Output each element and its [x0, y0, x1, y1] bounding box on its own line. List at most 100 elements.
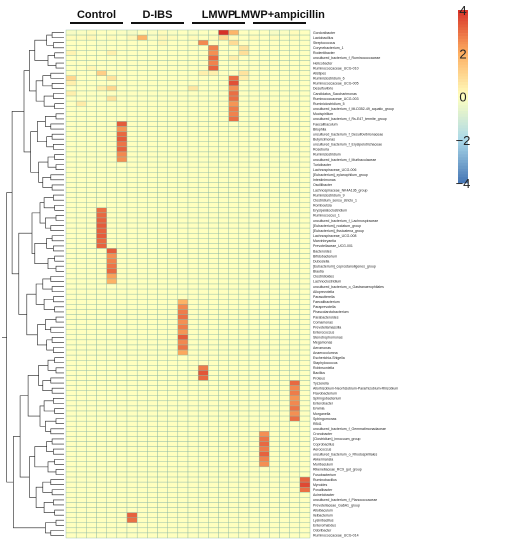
- heatmap-cell: [299, 141, 311, 148]
- heatmap-cell: [96, 55, 107, 61]
- heatmap-cell: [187, 431, 199, 437]
- heatmap-cell: [248, 126, 260, 132]
- heatmap-cell: [228, 517, 240, 523]
- heatmap-cell: [208, 121, 219, 127]
- row-label: Ruminococcaceae_UCG-010: [313, 66, 359, 70]
- heatmap-cell: [248, 512, 260, 518]
- heatmap-cell: [269, 111, 280, 117]
- heatmap-cell: [157, 146, 168, 153]
- heatmap-cell: [289, 278, 301, 285]
- heatmap-cell: [96, 136, 107, 142]
- heatmap-cell: [218, 436, 229, 442]
- heatmap-cell: [136, 329, 148, 336]
- heatmap-cell: [126, 136, 138, 142]
- heatmap-cell: [279, 522, 290, 529]
- heatmap-cell: [167, 75, 179, 82]
- heatmap-cell: [289, 492, 301, 498]
- heatmap-cell: [299, 105, 311, 112]
- row-label: Butyricimonas: [313, 137, 335, 141]
- heatmap-cell: [197, 441, 209, 447]
- heatmap-cell: [86, 319, 97, 325]
- heatmap-cell: [208, 390, 219, 396]
- heatmap-cell: [197, 329, 209, 336]
- heatmap-cell: [289, 151, 301, 158]
- heatmap-cell: [238, 80, 250, 87]
- heatmap-cell: [238, 532, 250, 539]
- heatmap-cell: [86, 217, 97, 224]
- heatmap-cell: [136, 395, 148, 402]
- heatmap-cell: [157, 375, 168, 381]
- colorbar-segment: [458, 10, 468, 14]
- heatmap-cell: [75, 116, 87, 122]
- heatmap-cell: [65, 527, 77, 534]
- colorbar-segment: [458, 125, 468, 129]
- heatmap-cell: [177, 222, 189, 229]
- heatmap-cell: [208, 111, 219, 117]
- heatmap-cell: [177, 136, 189, 142]
- group-label: LMWP+ampicillin: [234, 9, 325, 21]
- heatmap-cell: [177, 258, 189, 264]
- heatmap-cell: [197, 161, 209, 168]
- heatmap-cell: [258, 365, 270, 371]
- heatmap-cell: [269, 207, 280, 214]
- row-label: uncultured_bacterium_f_Rs-E47_termite_gr…: [313, 117, 387, 121]
- heatmap-cell: [167, 197, 179, 203]
- heatmap-cell: [116, 375, 128, 381]
- heatmap-cell: [126, 258, 138, 264]
- heatmap-cell: [238, 253, 250, 259]
- heatmap-cell: [197, 471, 209, 478]
- heatmap-cell: [136, 512, 148, 518]
- heatmap-cell: [187, 177, 199, 183]
- heatmap-cell: [248, 329, 260, 336]
- heatmap-cell: [187, 131, 199, 137]
- dendrogram-branch: [51, 438, 64, 445]
- heatmap-cell: [208, 512, 219, 518]
- heatmap-cell: [86, 390, 97, 396]
- heatmap-cell: [65, 456, 77, 463]
- heatmap-cell: [269, 426, 280, 432]
- heatmap-cell: [157, 85, 168, 92]
- heatmap-cell: [126, 431, 138, 437]
- heatmap-cell: [197, 349, 209, 356]
- heatmap-cell: [197, 420, 209, 427]
- heatmap-cell: [228, 532, 240, 539]
- heatmap-cell: [116, 471, 128, 478]
- heatmap-cell: [147, 222, 158, 229]
- heatmap-cell: [86, 45, 97, 51]
- heatmap-cell: [289, 111, 301, 117]
- heatmap-cell: [157, 105, 168, 112]
- colorbar-segment: [458, 76, 468, 80]
- heatmap-cell: [75, 278, 87, 285]
- heatmap-cell: [258, 522, 270, 529]
- heatmap-cell: [197, 390, 209, 396]
- heatmap-cell: [86, 166, 97, 173]
- heatmap-cell: [126, 390, 138, 396]
- heatmap-cell: [106, 400, 118, 407]
- heatmap-cell: [258, 217, 270, 224]
- heatmap-cell: [289, 39, 301, 46]
- heatmap-cell: [248, 385, 260, 391]
- heatmap-cell: [228, 263, 240, 269]
- heatmap-cell: [65, 385, 77, 391]
- heatmap-cell: [75, 410, 87, 417]
- heatmap-cell: [289, 232, 301, 239]
- heatmap-cell: [187, 436, 199, 442]
- heatmap-cell: [289, 405, 301, 412]
- heatmap-cell: [126, 365, 138, 371]
- heatmap-cell: [299, 136, 311, 142]
- heatmap-cell: [106, 90, 118, 97]
- heatmap-cell: [208, 253, 219, 259]
- heatmap-cell: [147, 55, 158, 61]
- dendrogram-branch: [38, 161, 48, 183]
- heatmap-cell: [116, 116, 128, 122]
- dendrogram-branch: [53, 144, 64, 150]
- heatmap-cell: [197, 370, 209, 376]
- heatmap-cell: [218, 197, 229, 203]
- heatmap-cell: [96, 415, 107, 422]
- heatmap-cell: [65, 451, 77, 457]
- heatmap-cell: [248, 217, 260, 224]
- heatmap-cell: [269, 420, 280, 427]
- heatmap-cell: [75, 34, 87, 41]
- heatmap-cell: [269, 253, 280, 259]
- heatmap-cell: [279, 207, 290, 214]
